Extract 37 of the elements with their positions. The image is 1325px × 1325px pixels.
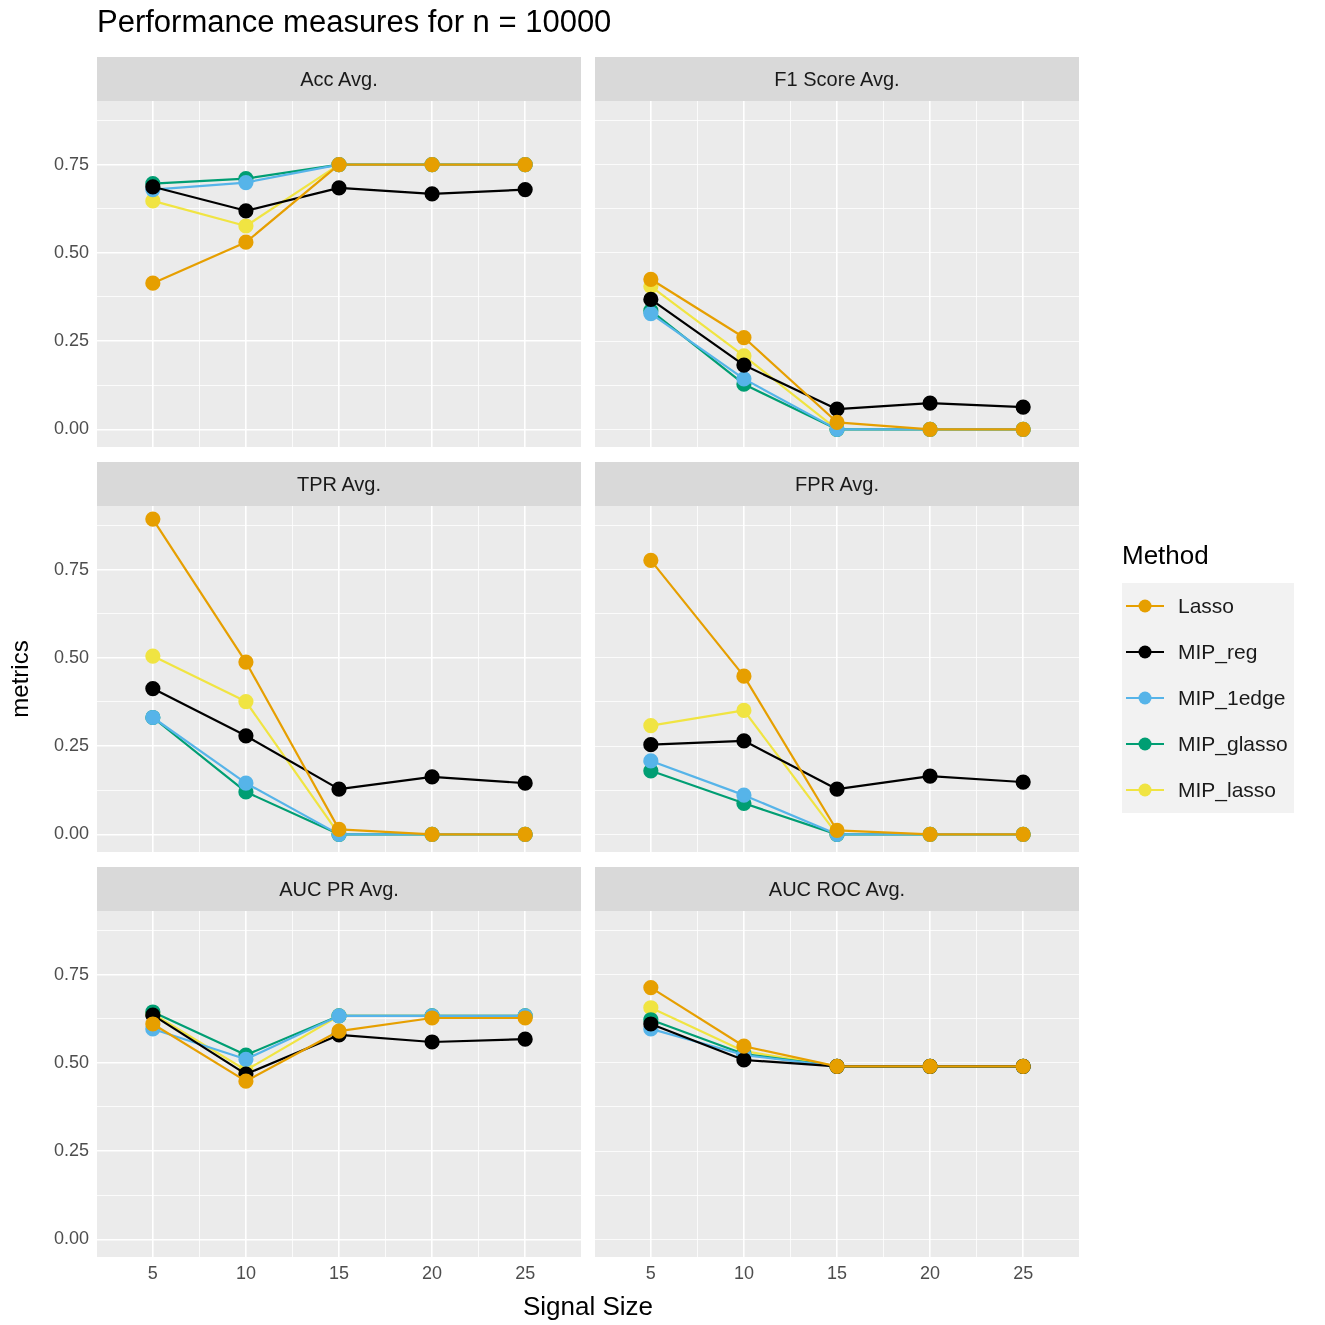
- x-tick-label: 10: [235, 1262, 256, 1283]
- legend-label: MIP_lasso: [1178, 778, 1277, 802]
- legend-title: Method: [1122, 540, 1210, 571]
- legend-label: MIP_1edge: [1178, 686, 1286, 710]
- chart-title: F1 Score Avg.: [595, 57, 1079, 101]
- y-tick-label: 0.00: [53, 823, 89, 844]
- chart-title: TPR Avg.: [97, 462, 581, 506]
- y-tick-label: 0.00: [53, 1228, 89, 1249]
- legend-label: MIP_reg: [1178, 640, 1258, 664]
- chart-title: AUC ROC Avg.: [595, 867, 1079, 911]
- y-tick-label: 0.75: [53, 558, 89, 579]
- x-tick-label: 15: [328, 1262, 350, 1283]
- y-tick-label: 0.75: [53, 963, 89, 984]
- y-tick-label: 0.25: [53, 1140, 89, 1161]
- x-axis-title: Signal Size: [521, 1291, 655, 1322]
- chart-title: Acc Avg.: [97, 57, 581, 101]
- x-tick-label: 15: [826, 1262, 848, 1283]
- legend-label: Lasso: [1178, 594, 1235, 618]
- text: Performance measures for n = 10000: [97, 4, 612, 40]
- x-tick-label: 25: [1013, 1262, 1034, 1283]
- y-tick-label: 0.50: [53, 1051, 89, 1072]
- y-tick-label: 0.50: [53, 646, 89, 667]
- y-tick-label: 0.00: [53, 418, 89, 439]
- y-tick-label: 0.25: [53, 330, 89, 351]
- legend-label: MIP_glasso: [1178, 732, 1288, 756]
- x-tick-label: 20: [920, 1262, 941, 1283]
- y-axis-title: metrics: [6, 640, 34, 718]
- x-tick-label: 5: [645, 1262, 656, 1283]
- x-tick-label: 10: [733, 1262, 754, 1283]
- x-tick-label: 20: [422, 1262, 443, 1283]
- x-tick-label: 25: [515, 1262, 536, 1283]
- chart-title: FPR Avg.: [595, 462, 1079, 506]
- chart-title: AUC PR Avg.: [97, 867, 581, 911]
- x-tick-label: 5: [147, 1262, 158, 1283]
- y-tick-label: 0.75: [53, 153, 89, 174]
- y-tick-label: 0.25: [53, 735, 89, 756]
- y-tick-label: 0.50: [53, 241, 89, 262]
